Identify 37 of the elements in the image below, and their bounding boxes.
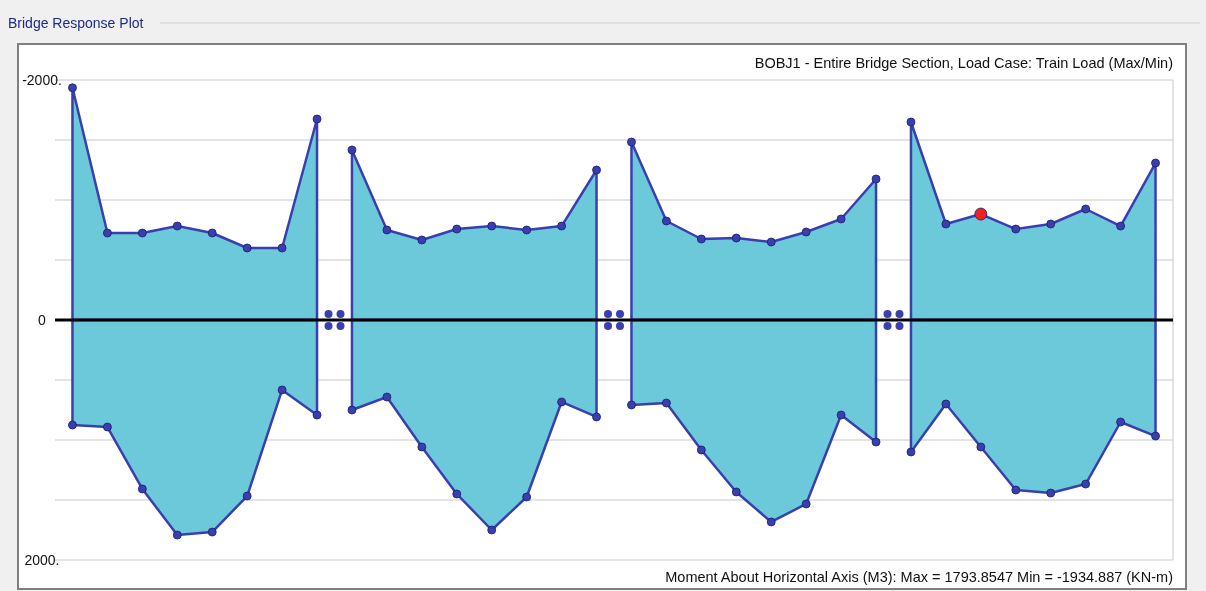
point: [906, 117, 916, 127]
chart-title: Bridge Response Plot: [8, 15, 144, 31]
point: [592, 165, 601, 175]
point: [522, 225, 532, 235]
point: [766, 237, 776, 247]
point: [627, 137, 636, 147]
point: [277, 243, 287, 253]
point: [1046, 219, 1056, 229]
y-tick-label: -2000.: [22, 71, 62, 88]
point: [382, 225, 392, 235]
point: [696, 234, 706, 244]
point: [1081, 204, 1091, 214]
point: [172, 221, 182, 231]
point: [417, 235, 427, 245]
point: [242, 243, 252, 253]
point: [68, 83, 77, 93]
point: [137, 228, 147, 238]
point: [731, 233, 741, 243]
y-tick-label: 2000.: [24, 551, 60, 568]
chart-subtitle: BOBJ1 - Entire Bridge Section, Load Case: Train Load (Max/Min): [754, 55, 1173, 71]
point: [1011, 224, 1021, 234]
point: [1151, 158, 1160, 168]
point: [347, 145, 357, 155]
point: [557, 221, 566, 231]
y-tick-label: 0: [38, 311, 47, 328]
point: [941, 219, 951, 229]
text: Moment About Horizontal Axis (M3): Max = 1793.8547 Min = -1934.887 (KN-m): [665, 569, 1173, 585]
point: [487, 221, 497, 231]
point: [103, 228, 112, 238]
point: [312, 114, 322, 124]
point: [207, 228, 217, 238]
point: [1116, 221, 1125, 231]
point: [836, 214, 846, 224]
point: [662, 216, 671, 226]
point: [871, 174, 881, 184]
point: [452, 224, 462, 234]
point: [801, 227, 811, 237]
